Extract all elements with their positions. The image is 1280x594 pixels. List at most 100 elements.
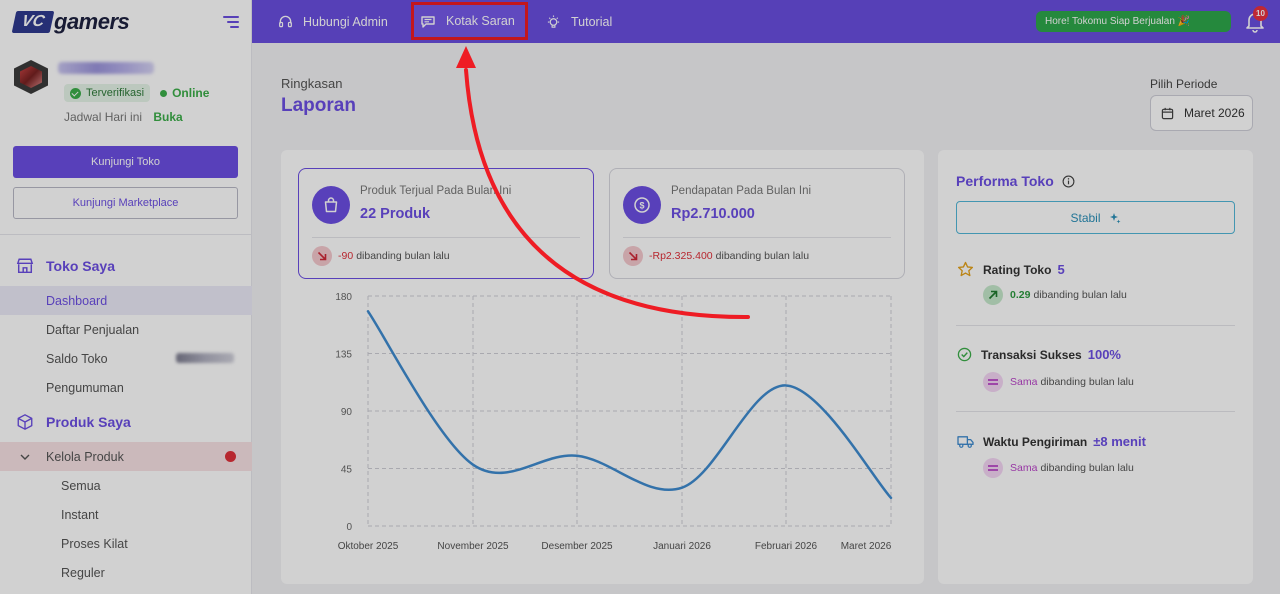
nav-suggestion-box[interactable]: Kotak Saran — [411, 2, 528, 40]
sidebar-item-manage-products-label: Kelola Produk — [46, 449, 124, 464]
online-dot-icon — [160, 89, 168, 97]
stat-label: Pendapatan Pada Bulan Ini — [671, 185, 812, 197]
sidebar-item-all[interactable]: Semua — [61, 478, 101, 493]
online-status: Online — [160, 86, 209, 100]
rating-row: Rating Toko 5 — [957, 261, 1065, 278]
performance-title-text: Performa Toko — [956, 173, 1054, 189]
verified-label: Terverifikasi — [86, 87, 145, 99]
period-picker[interactable]: Maret 2026 — [1150, 95, 1253, 131]
y-tick-label: 180 — [335, 292, 352, 303]
rating-delta: 0.29 — [1010, 289, 1031, 301]
menu-toggle-icon[interactable] — [223, 15, 239, 28]
rating-label: Rating Toko — [983, 262, 1052, 277]
y-tick-label: 45 — [341, 465, 353, 476]
stat-compare: dibanding bulan lalu — [715, 250, 810, 262]
stat-value: Rp2.710.000 — [671, 206, 755, 222]
rating-compare: dibanding bulan lalu — [1033, 289, 1127, 301]
sidebar-section-products-label: Produk Saya — [46, 414, 131, 430]
rating-trend: 0.29 dibanding bulan lalu — [983, 285, 1127, 305]
nav-tutorial-label: Tutorial — [571, 14, 613, 29]
check-icon — [70, 87, 81, 99]
transactions-value: 100% — [1087, 347, 1121, 362]
performance-title: Performa Toko — [956, 173, 1075, 189]
period-label: Pilih Periode — [1150, 77, 1218, 91]
sidebar-item-balance[interactable]: Saldo Toko — [0, 344, 252, 373]
page-subtitle: Ringkasan — [281, 76, 343, 91]
promo-banner[interactable]: Hore! Tokomu Siap Berjualan 🎉 — [1036, 11, 1231, 32]
sidebar-item-manage-products[interactable]: Kelola Produk — [0, 442, 252, 471]
page-title: Laporan — [281, 95, 356, 116]
calendar-icon — [1161, 107, 1174, 119]
stat-value: 22 Produk — [360, 206, 431, 222]
shopping-bag-icon — [312, 186, 350, 224]
stat-trend: -90 dibanding bulan lalu — [312, 246, 450, 266]
nav-contact-admin[interactable]: Hubungi Admin — [278, 0, 388, 43]
performance-card: Performa Toko Stabil Rating Toko 5 0.29 … — [938, 150, 1253, 584]
transactions-delta: Sama — [1010, 376, 1038, 388]
username-blurred — [58, 62, 154, 74]
shipping-trend: Sama dibanding bulan lalu — [983, 458, 1134, 478]
trend-up-icon — [983, 285, 1003, 305]
dollar-coin-icon: $ — [623, 186, 661, 224]
x-tick-label: November 2025 — [437, 541, 509, 552]
profile: Terverifikasi Online Jadwal Hari ini Buk… — [0, 43, 251, 171]
x-tick-label: Februari 2026 — [755, 541, 818, 552]
transactions-label: Transaksi Sukses — [981, 347, 1082, 362]
headset-icon — [279, 15, 292, 28]
nav-tutorial[interactable]: Tutorial — [546, 0, 612, 43]
logo-mark: VC — [11, 10, 55, 33]
chevron-down-icon — [20, 454, 30, 460]
period-value: Maret 2026 — [1184, 106, 1245, 120]
sidebar-item-sales[interactable]: Daftar Penjualan — [46, 322, 140, 337]
stat-compare: dibanding bulan lalu — [356, 250, 450, 262]
shipping-label: Waktu Pengiriman — [983, 434, 1088, 449]
stat-delta: -Rp2.325.400 — [649, 250, 713, 262]
box-icon — [17, 414, 33, 430]
rating-value: 5 — [1057, 262, 1065, 277]
logo[interactable]: VC gamers — [11, 8, 130, 35]
profile-info: Terverifikasi Online Jadwal Hari ini Buk… — [58, 58, 209, 171]
performance-status-button[interactable]: Stabil — [956, 201, 1235, 234]
store-icon — [16, 258, 34, 274]
alert-dot — [225, 451, 236, 462]
shipping-compare: dibanding bulan lalu — [1040, 462, 1134, 474]
stat-card-products-sold[interactable]: Produk Terjual Pada Bulan Ini 22 Produk … — [298, 168, 594, 279]
sidebar: VC gamers Terverifikasi Online — [0, 0, 252, 594]
nav-suggestion-box-label: Kotak Saran — [446, 14, 515, 28]
logo-row: VC gamers — [0, 0, 251, 43]
sidebar-divider — [0, 234, 252, 235]
equal-icon — [983, 458, 1003, 478]
transactions-row: Transaksi Sukses 100% — [957, 347, 1121, 362]
sidebar-item-express[interactable]: Proses Kilat — [61, 536, 128, 551]
star-icon — [957, 261, 974, 277]
sidebar-section-store[interactable]: Toko Saya — [0, 251, 252, 281]
sidebar-item-instant[interactable]: Instant — [61, 507, 99, 522]
x-tick-label: Desember 2025 — [541, 541, 613, 552]
visit-store-button[interactable]: Kunjungi Toko — [13, 146, 238, 178]
sidebar-item-dashboard[interactable]: Dashboard — [0, 286, 252, 315]
sidebar-item-announcements[interactable]: Pengumuman — [46, 380, 124, 395]
x-tick-label: Januari 2026 — [653, 541, 711, 552]
sidebar-section-store-label: Toko Saya — [46, 258, 115, 274]
logo-text: gamers — [54, 8, 130, 34]
check-circle-icon — [957, 347, 972, 362]
sidebar-item-balance-label: Saldo Toko — [46, 351, 108, 366]
schedule-value: Buka — [153, 110, 183, 124]
nav-contact-admin-label: Hubungi Admin — [303, 14, 388, 29]
stat-card-revenue[interactable]: $ Pendapatan Pada Bulan Ini Rp2.710.000 … — [609, 168, 905, 279]
balance-value-blurred — [176, 353, 234, 363]
info-icon[interactable] — [1062, 175, 1075, 188]
stat-trend: -Rp2.325.400 dibanding bulan lalu — [623, 246, 809, 266]
trend-down-icon — [623, 246, 643, 266]
sidebar-section-products[interactable]: Produk Saya — [0, 407, 252, 437]
verified-badge: Terverifikasi — [64, 84, 151, 102]
visit-marketplace-button[interactable]: Kunjungi Marketplace — [13, 187, 238, 219]
avatar[interactable] — [14, 60, 48, 94]
schedule: Jadwal Hari ini Buka — [64, 110, 209, 124]
sidebar-item-regular[interactable]: Reguler — [61, 565, 105, 580]
shipping-value: ±8 menit — [1093, 434, 1146, 449]
y-tick-label: 135 — [335, 350, 352, 361]
lightbulb-icon — [547, 14, 560, 28]
svg-text:$: $ — [639, 201, 644, 211]
equal-icon — [983, 372, 1003, 392]
